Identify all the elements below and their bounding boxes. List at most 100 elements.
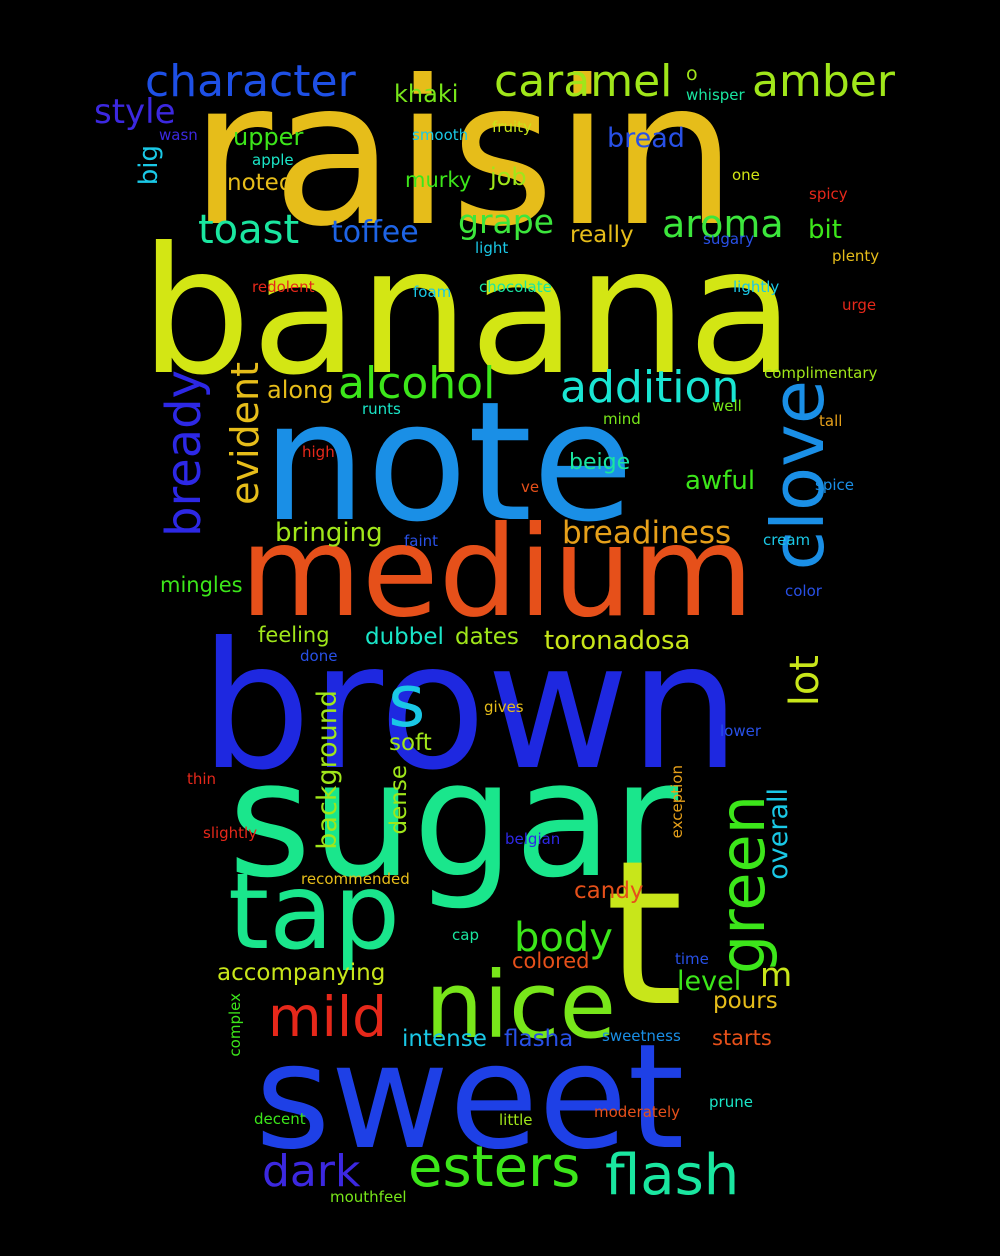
word-dates: dates — [455, 624, 519, 650]
word-character: character — [145, 56, 356, 107]
word-ve: ve — [521, 478, 540, 496]
word-colored: colored — [512, 949, 590, 973]
word-high: high — [302, 443, 335, 461]
word-complimentary: complimentary — [764, 364, 878, 382]
word-bread: bread — [607, 123, 685, 154]
word-bit: bit — [808, 215, 842, 245]
word-done: done — [300, 647, 338, 665]
word-khaki: khaki — [394, 80, 459, 108]
word-time: time — [675, 950, 709, 968]
word-lightly: lightly — [733, 278, 780, 296]
word-raisin: raisin — [190, 38, 737, 271]
word-wasn: wasn — [159, 126, 198, 144]
word-brown: brown — [200, 606, 741, 809]
word-light: light — [475, 239, 509, 257]
word-addition: addition — [560, 362, 740, 413]
word-gives: gives — [484, 698, 524, 716]
word-level: level — [677, 966, 742, 997]
word-esters: esters — [408, 1135, 581, 1200]
word-mouthfeel: mouthfeel — [330, 1188, 407, 1206]
word-whisper: whisper — [686, 86, 745, 104]
word-flasha: flasha — [504, 1026, 574, 1052]
word-apple: apple — [252, 151, 294, 169]
word-sugary: sugary — [703, 230, 755, 248]
word-redolent: redolent — [252, 278, 315, 296]
word-fruity: fruity — [492, 118, 532, 136]
word-really: really — [570, 222, 634, 248]
word-amber: amber — [752, 56, 895, 107]
word-moderately: moderately — [594, 1103, 681, 1121]
word-feeling: feeling — [258, 623, 330, 647]
word-thin: thin — [187, 770, 217, 788]
word-murky: murky — [405, 168, 472, 192]
word-dubbel: dubbel — [365, 624, 444, 650]
word-note: note — [262, 366, 634, 558]
word-grape: grape — [458, 202, 554, 241]
word-banana: banana — [140, 211, 795, 414]
word-overall: overall — [763, 788, 794, 880]
word-intense: intense — [402, 1026, 487, 1052]
word-spicy: spicy — [809, 185, 848, 203]
word-bringing: bringing — [275, 518, 383, 548]
word-evident: evident — [223, 362, 267, 505]
word-urge: urge — [842, 296, 877, 314]
word-upper: upper — [233, 123, 304, 151]
word-exception: exception — [668, 765, 686, 839]
word-tap: tap — [228, 851, 401, 973]
word-alcohol: alcohol — [338, 358, 496, 409]
word-complex: complex — [226, 993, 244, 1057]
word-toast: toast — [198, 207, 300, 253]
word-medium: medium — [240, 500, 754, 645]
word-dark: dark — [262, 1146, 361, 1197]
word-well: well — [712, 397, 742, 415]
word-little: little — [499, 1111, 533, 1129]
word-foam: foam — [413, 283, 452, 301]
word-starts: starts — [712, 1026, 772, 1050]
word-background: background — [312, 690, 343, 850]
word-faint: faint — [404, 532, 439, 550]
word-mingles: mingles — [160, 573, 243, 597]
word-soft: soft — [389, 730, 432, 756]
word-aroma: aroma — [662, 202, 784, 246]
word-caramel: caramel — [494, 56, 673, 107]
word-s: s — [388, 659, 426, 743]
word-awful: awful — [685, 466, 756, 496]
word-color: color — [785, 582, 822, 600]
word-dense: dense — [386, 765, 412, 835]
word-smooth: smooth — [412, 126, 469, 144]
word-m: m — [760, 955, 793, 994]
word-toffee: toffee — [331, 215, 419, 250]
word-pours: pours — [713, 988, 778, 1014]
word-beige: beige — [569, 450, 631, 475]
word-plenty: plenty — [832, 247, 880, 265]
word-sweet: sweet — [255, 1013, 685, 1182]
word-t: t — [605, 818, 684, 1051]
word-slightly: slightly — [203, 824, 258, 842]
word-sugar: sugar — [228, 726, 679, 913]
word-o: o — [686, 63, 698, 85]
word-tall: tall — [819, 412, 843, 430]
word-chocolate: chocolate — [479, 278, 552, 296]
word-noted: noted — [227, 170, 294, 196]
word-candy: candy — [574, 878, 644, 904]
word-flash: flash — [605, 1143, 740, 1208]
word-toronadosa: toronadosa — [544, 626, 691, 656]
word-sweetness: sweetness — [602, 1027, 681, 1045]
word-cap: cap — [452, 926, 479, 944]
word-cream: cream — [763, 531, 811, 549]
word-mind: mind — [603, 410, 641, 428]
word-prune: prune — [709, 1093, 753, 1111]
word-big: big — [134, 145, 164, 186]
word-job: job — [490, 163, 527, 191]
word-belgian: belgian — [505, 830, 561, 848]
word-one: one — [732, 166, 760, 184]
word-recommended: recommended — [301, 870, 410, 888]
word-accompanying: accompanying — [217, 960, 386, 986]
word-breadiness: breadiness — [562, 515, 732, 551]
word-lower: lower — [720, 722, 762, 740]
word-lot: lot — [782, 655, 828, 707]
word-bready: bready — [156, 370, 212, 537]
word-runts: runts — [362, 400, 401, 418]
word-style: style — [94, 92, 176, 132]
